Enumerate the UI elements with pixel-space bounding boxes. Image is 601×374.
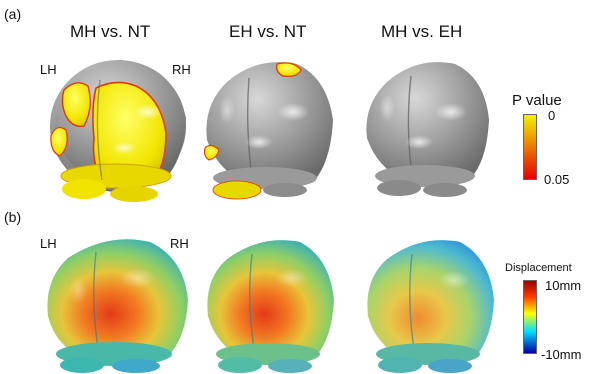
right-hemisphere-label-a: RH (172, 62, 191, 77)
brain-mh-vs-eh (366, 62, 489, 197)
displacement-colorbar (523, 280, 537, 354)
brain-mh-vs-nt (50, 60, 187, 202)
column-title-mh-vs-nt: MH vs. NT (70, 22, 151, 41)
panel-a-label: (a) (4, 6, 22, 22)
right-hemisphere-label-b: RH (170, 236, 189, 251)
column-title-eh-vs-nt: EH vs. NT (229, 22, 307, 41)
p-value-colorbar-title: P value (512, 92, 562, 109)
left-hemisphere-label-b: LH (40, 236, 57, 251)
displacement-colorbar-top-label: 10mm (545, 278, 582, 293)
displacement-colorbar-title: Displacement (505, 262, 572, 274)
brain-displacement-3 (367, 240, 494, 373)
displacement-colorbar-bottom-label: -10mm (541, 347, 582, 362)
panel-b-label: (b) (4, 209, 22, 225)
brain-displacement-1 (47, 239, 188, 373)
brain-eh-vs-nt (203, 62, 333, 200)
left-hemisphere-label-a: LH (40, 62, 57, 77)
p-value-colorbar (523, 114, 537, 180)
p-value-colorbar-bottom-label: 0.05 (544, 172, 570, 187)
column-title-mh-vs-eh: MH vs. EH (381, 22, 463, 41)
brain-displacement-2 (207, 240, 334, 373)
p-value-colorbar-top-label: 0 (548, 108, 556, 123)
